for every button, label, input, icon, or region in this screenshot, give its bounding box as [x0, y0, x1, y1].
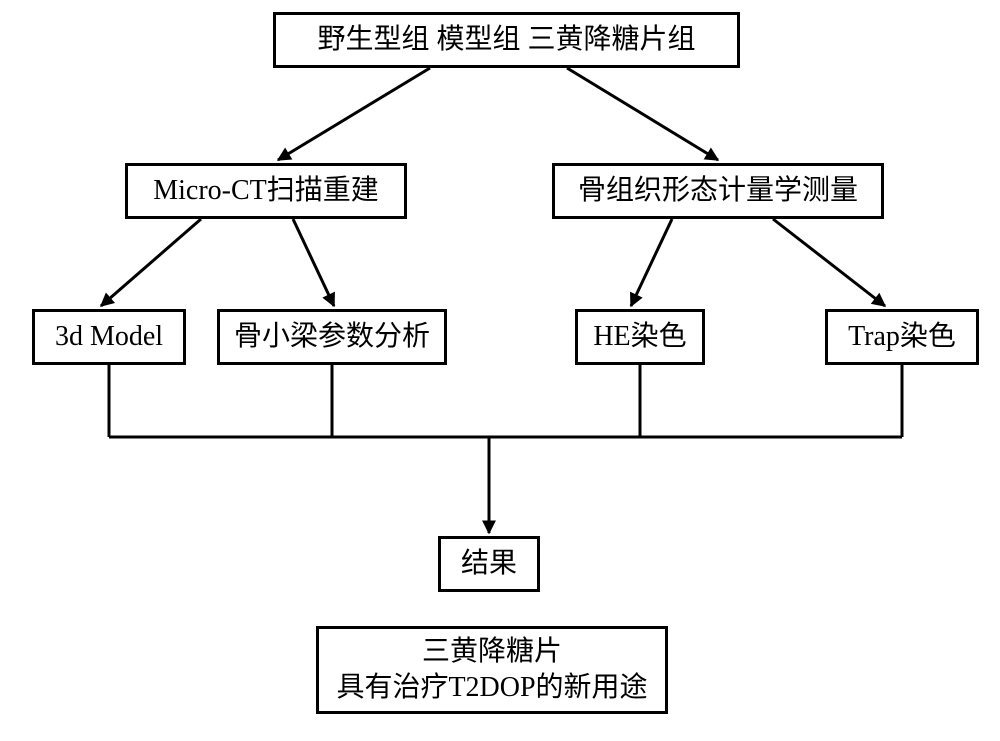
node-trap: Trap染色	[825, 309, 979, 365]
node-trabecular: 骨小梁参数分析	[217, 309, 447, 365]
node-histomorph: 骨组织形态计量学测量	[552, 163, 884, 219]
node-he: HE染色	[575, 309, 705, 365]
node-result: 结果	[438, 536, 540, 592]
node-conclusion: 三黄降糖片 具有治疗T2DOP的新用途	[316, 626, 668, 714]
node-groups: 野生型组 模型组 三黄降糖片组	[273, 12, 740, 68]
node-model3d: 3d Model	[32, 309, 186, 365]
node-microct: Micro-CT扫描重建	[125, 163, 407, 219]
